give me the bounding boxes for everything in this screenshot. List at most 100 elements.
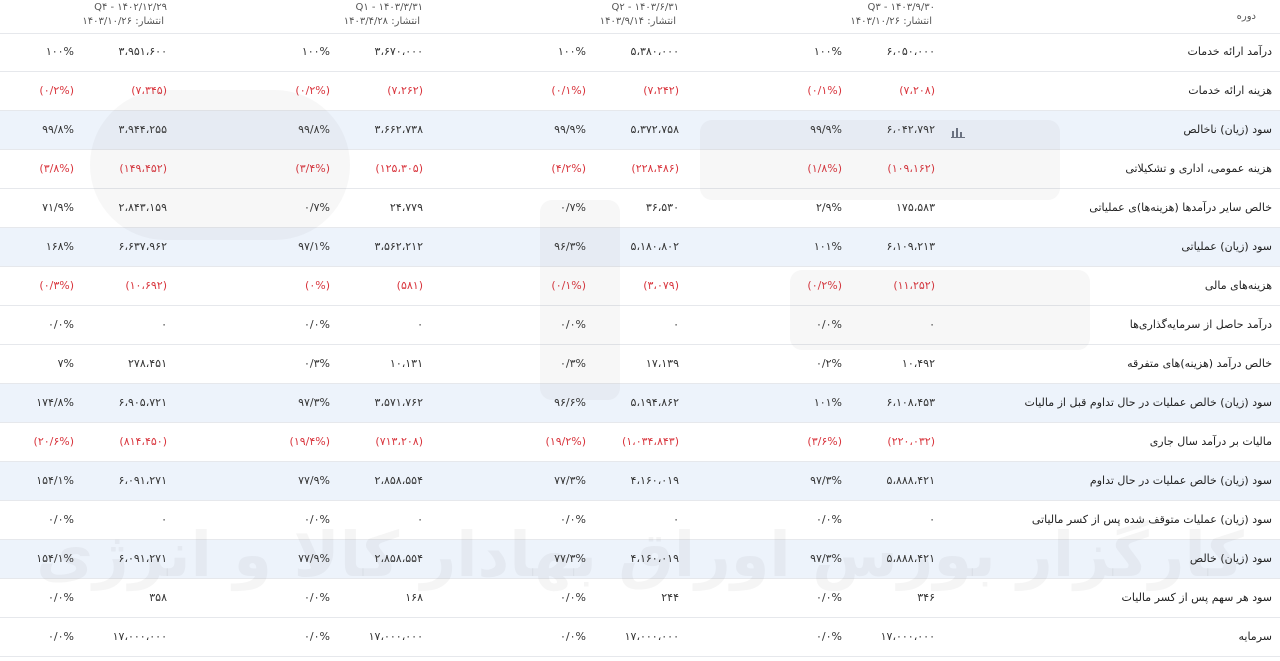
- table-row: مالیات بر درآمد سال جاری (۲۲۰،۰۳۲) (۳/۶%) (…: [0, 423, 1280, 462]
- row-label: خالص سایر درآمدها (هزینه‌ها)ی عملیاتی: [1089, 201, 1272, 214]
- row-label: خالص درآمد (هزینه)های متفرقه: [1127, 357, 1272, 370]
- cell-value: ۱۷،۱۳۹: [645, 357, 679, 370]
- cell-value: ۵،۸۸۸،۴۲۱: [886, 552, 935, 565]
- table-header: دوره Q۳ - ۱۴۰۳/۹/۳۰ انتشار: ۱۴۰۳/۱۰/۲۶ Q۲ …: [0, 0, 1280, 34]
- cell-percent: ۱۷۴/۸%: [36, 396, 74, 409]
- period-title: Q۴ - ۱۴۰۲/۱۲/۲۹: [94, 2, 167, 13]
- cell-value: ۱۰،۴۹۲: [901, 357, 935, 370]
- watermark-logo: [90, 90, 350, 240]
- cell-percent: ۷۷/۳%: [554, 552, 586, 565]
- cell-percent: ۰/۰%: [560, 630, 586, 643]
- cell-percent: ۰/۰%: [560, 513, 586, 526]
- watermark-logo: [540, 200, 620, 400]
- cell-percent: (۳/۸%): [39, 162, 74, 175]
- cell-percent: ۱۰۰%: [45, 45, 74, 58]
- cell-value: (۷،۳۴۵): [131, 84, 167, 97]
- cell-percent: ۷۷/۹%: [298, 552, 330, 565]
- cell-percent: ۰/۰%: [560, 591, 586, 604]
- cell-percent: ۰/۳%: [560, 357, 586, 370]
- cell-percent: (۳/۶%): [807, 435, 842, 448]
- cell-value: ۰: [417, 513, 423, 526]
- cell-value: ۴،۱۶۰،۰۱۹: [630, 552, 679, 565]
- cell-percent: ۹۷/۳%: [298, 396, 330, 409]
- row-label: سود (زیان) خالص عملیات در حال تداوم قبل …: [1024, 396, 1273, 409]
- cell-value: (۷،۲۶۲): [387, 84, 423, 97]
- watermark-logo: [790, 270, 1090, 350]
- chart-icon[interactable]: [951, 126, 965, 138]
- cell-value: (۷۱۳،۲۰۸): [375, 435, 423, 448]
- cell-value: ۱۷،۰۰۰،۰۰۰: [880, 630, 935, 643]
- cell-value: ۱۷،۰۰۰،۰۰۰: [624, 630, 679, 643]
- watermark-text: کارگزار بورس اوراق بهادار کالا و انرژی: [36, 518, 1244, 591]
- cell-percent: ۱۰۰%: [557, 45, 586, 58]
- cell-value: ۰: [929, 513, 935, 526]
- cell-value: (۷،۲۴۲): [643, 84, 679, 97]
- cell-percent: ۰/۰%: [48, 591, 74, 604]
- cell-value: ۱۶۸: [405, 591, 423, 604]
- cell-percent: ۷۷/۳%: [554, 474, 586, 487]
- cell-percent: (۰/۱%): [807, 84, 842, 97]
- cell-value: ۱۷۵،۵۸۳: [896, 201, 935, 214]
- cell-percent: (۰/۲%): [295, 84, 330, 97]
- cell-value: (۱۴۹،۴۵۲): [119, 162, 167, 175]
- period-published: انتشار: ۱۴۰۳/۹/۱۴: [599, 16, 676, 27]
- cell-percent: (۰/۲%): [39, 84, 74, 97]
- cell-value: ۵،۱۸۰،۸۰۲: [630, 240, 679, 253]
- cell-value: ۳،۶۶۲،۷۳۸: [374, 123, 423, 136]
- watermark-logo: [700, 120, 1060, 200]
- cell-percent: ۹۶/۶%: [554, 396, 586, 409]
- cell-percent: ۰/۰%: [304, 591, 330, 604]
- cell-value: ۳،۵۷۱،۷۶۲: [374, 396, 423, 409]
- table-row: هزینه ارائه خدمات (۷،۲۰۸) (۰/۱%) (۷،۲۴۲) (۰/…: [0, 72, 1280, 111]
- row-label: سود (زیان) عملیات متوقف شده پس از کسر ما…: [1031, 513, 1272, 526]
- cell-value: ۰: [673, 318, 679, 331]
- table-row: خالص درآمد (هزینه)های متفرقه ۱۰،۴۹۲ ۰/۲% ۱۷…: [0, 345, 1280, 384]
- table-row: سود (زیان) ناخالص ۶،۰۴۲،۷۹۲ ۹۹/۹% ۵،۳۷۲،۷۵۸…: [0, 111, 1280, 150]
- cell-value: (۱۰،۶۹۲): [125, 279, 167, 292]
- cell-value: ۲،۸۵۸،۵۵۴: [374, 552, 423, 565]
- cell-value: ۲۷۸،۴۵۱: [128, 357, 167, 370]
- cell-value: ۶،۰۴۲،۷۹۲: [886, 123, 935, 136]
- cell-percent: ۰/۲%: [816, 357, 842, 370]
- cell-percent: ۱۰۰%: [301, 45, 330, 58]
- cell-value: ۶،۱۰۹،۲۱۳: [886, 240, 935, 253]
- cell-percent: ۰/۰%: [816, 591, 842, 604]
- cell-percent: ۰/۰%: [304, 513, 330, 526]
- cell-percent: ۰/۰%: [48, 630, 74, 643]
- table-row: سود هر سهم پس از کسر مالیات ۳۴۶ ۰/۰% ۲۴۴ ۰/۰…: [0, 579, 1280, 618]
- cell-percent: (۰%): [305, 279, 330, 292]
- cell-value: (۲۲۸،۴۸۶): [631, 162, 679, 175]
- cell-percent: ۰/۰%: [48, 318, 74, 331]
- cell-value: (۵۸۱): [396, 279, 423, 292]
- cell-value: ۲،۸۵۸،۵۵۴: [374, 474, 423, 487]
- cell-value: ۵،۳۸۰،۰۰۰: [630, 45, 679, 58]
- period-title: Q۱ - ۱۴۰۳/۳/۳۱: [355, 2, 423, 13]
- cell-value: ۱۷،۰۰۰،۰۰۰: [112, 630, 167, 643]
- cell-percent: ۹۷/۳%: [810, 474, 842, 487]
- cell-value: ۶،۶۳۷،۹۶۲: [118, 240, 167, 253]
- period-title: Q۲ - ۱۴۰۳/۶/۳۱: [611, 2, 679, 13]
- cell-percent: ۲/۹%: [816, 201, 842, 214]
- cell-value: ۳،۶۷۰،۰۰۰: [374, 45, 423, 58]
- period-published: انتشار: ۱۴۰۳/۱۰/۲۶: [82, 16, 164, 27]
- cell-percent: (۱/۸%): [807, 162, 842, 175]
- cell-percent: ۰/۳%: [304, 357, 330, 370]
- cell-value: ۰: [161, 318, 167, 331]
- cell-value: ۰: [929, 318, 935, 331]
- cell-percent: (۰/۱%): [551, 279, 586, 292]
- cell-percent: ۹۹/۸%: [42, 123, 74, 136]
- cell-percent: ۹۹/۹%: [554, 123, 586, 136]
- row-label: هزینه ارائه خدمات: [1188, 84, 1272, 97]
- cell-percent: ۱۵۴/۱%: [36, 474, 74, 487]
- cell-percent: ۰/۰%: [560, 318, 586, 331]
- row-label: درآمد حاصل از سرمایه‌گذاری‌ها: [1129, 318, 1272, 331]
- cell-value: ۳۵۸: [149, 591, 167, 604]
- cell-value: (۱،۰۳۴،۸۴۳): [621, 435, 679, 448]
- cell-value: ۶،۰۹۱،۲۷۱: [118, 474, 167, 487]
- cell-percent: ۰/۰%: [304, 630, 330, 643]
- row-label: هزینه‌های مالی: [1204, 279, 1272, 292]
- cell-value: ۲۴۴: [661, 591, 679, 604]
- cell-value: ۳۶،۵۳۰: [645, 201, 679, 214]
- row-label: سود هر سهم پس از کسر مالیات: [1121, 591, 1272, 604]
